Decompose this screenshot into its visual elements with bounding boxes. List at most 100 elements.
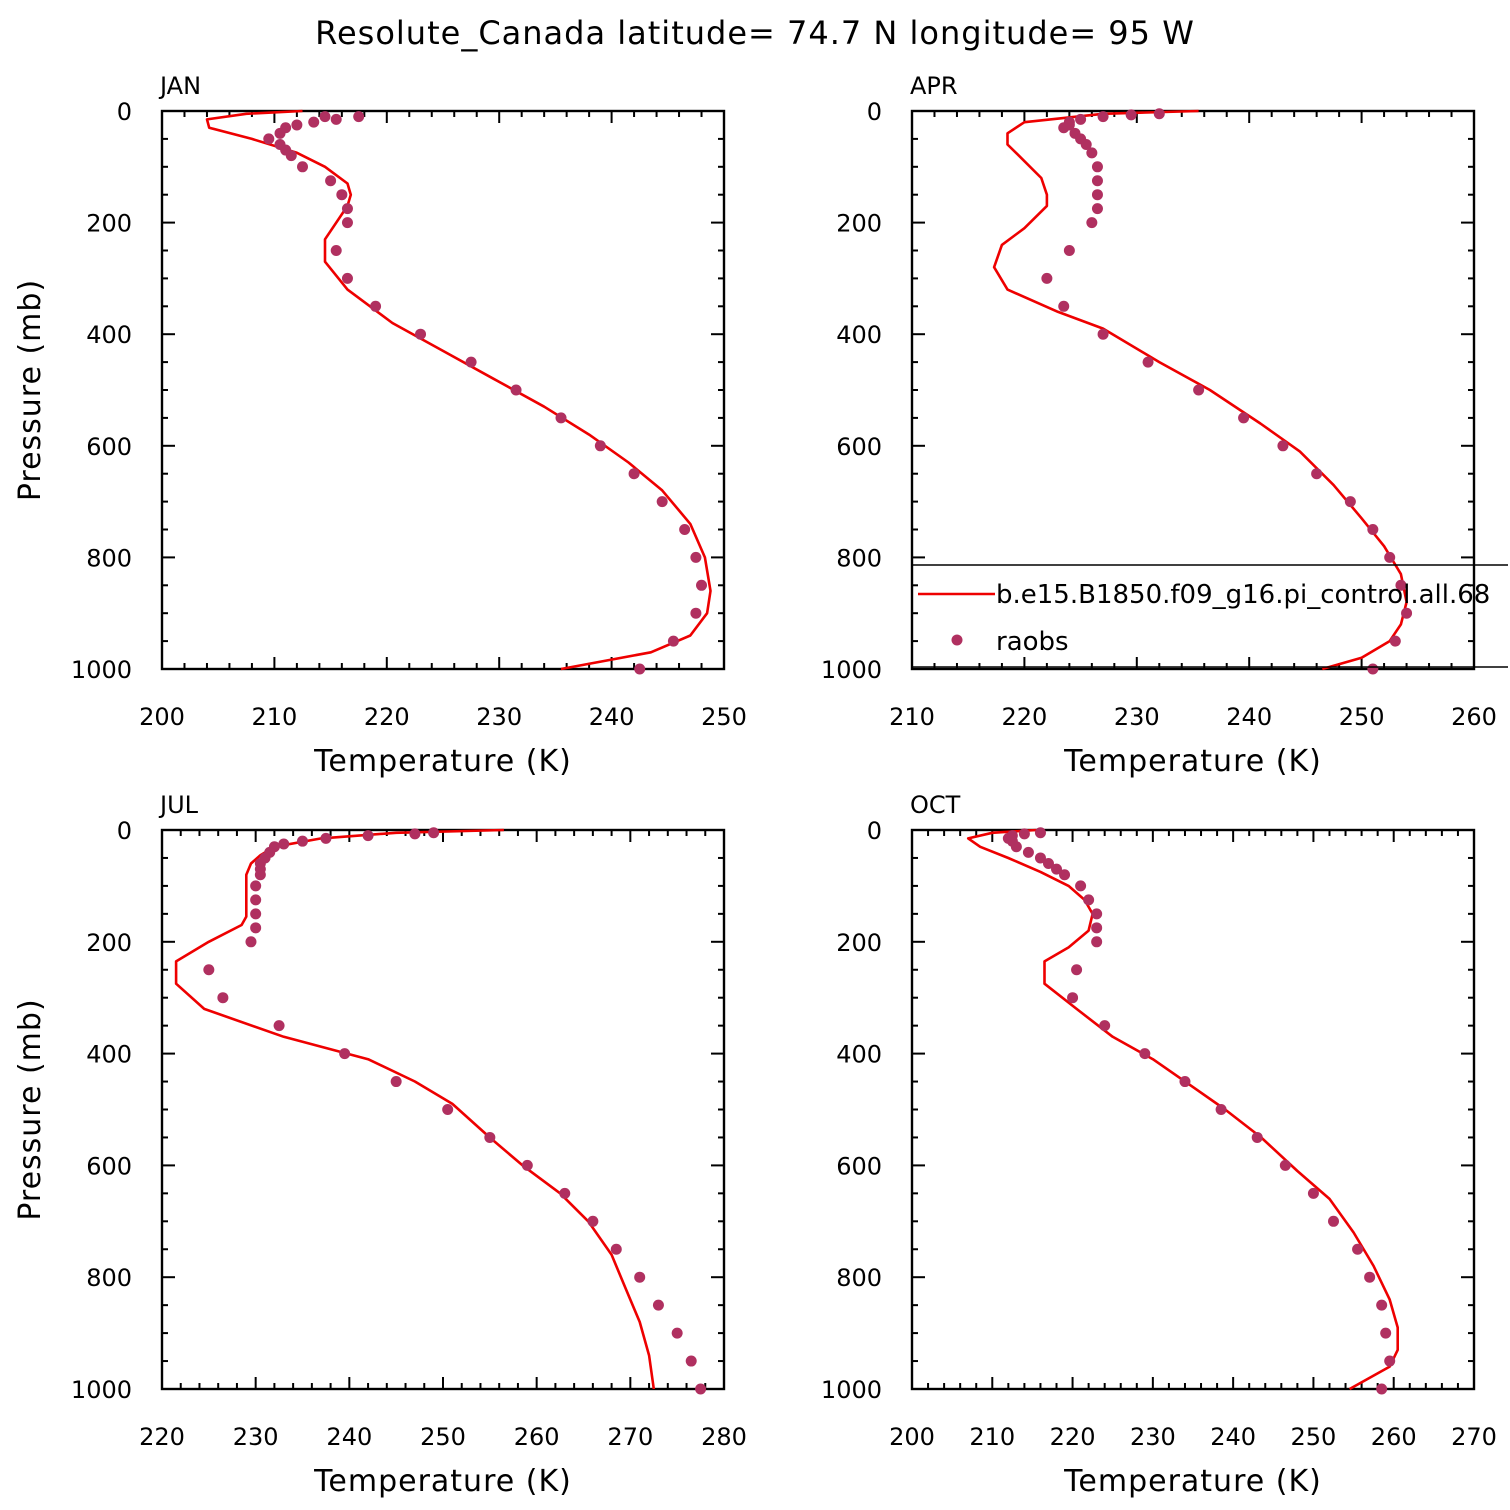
x-tick-label: 230 (1114, 703, 1160, 731)
raobs-point (1401, 607, 1413, 619)
raobs-point (1376, 1383, 1388, 1395)
raobs-point (297, 161, 308, 173)
legend-model-label: b.e15.B1850.f09_g16.pi_control.all.68 (996, 580, 1490, 610)
raobs-point (285, 150, 297, 162)
x-tick-label: 210 (969, 1423, 1015, 1451)
raobs-point (1091, 203, 1103, 215)
y-tick-label: 1000 (71, 656, 132, 684)
x-tick-label: 280 (701, 1423, 747, 1451)
model-series-line (205, 109, 712, 671)
plot-frame (910, 828, 1476, 1391)
raobs-point (339, 1048, 351, 1060)
y-tick-label: 200 (86, 210, 132, 238)
raobs-point (1307, 1187, 1319, 1199)
raobs-point (390, 1076, 402, 1088)
raobs-point (1063, 245, 1075, 256)
raobs-point (274, 127, 286, 139)
raobs-point (1010, 841, 1022, 853)
raobs-point (320, 832, 332, 844)
y-tick-label: 600 (836, 1152, 882, 1180)
raobs-point (1091, 922, 1103, 934)
raobs-point (415, 328, 427, 340)
x-tick-label: 240 (1226, 703, 1272, 731)
raobs-point (250, 880, 262, 892)
y-axis-label: Pressure (mb) (13, 998, 48, 1220)
x-tick-label: 250 (420, 1423, 466, 1451)
x-tick-label: 260 (1371, 1423, 1417, 1451)
raobs-point (1067, 992, 1079, 1004)
raobs-point (1022, 846, 1034, 858)
y-tick-label: 1000 (821, 1376, 882, 1404)
raobs-point (685, 1355, 697, 1367)
raobs-point (1328, 1215, 1339, 1227)
y-tick-label: 600 (836, 433, 882, 461)
raobs-point (341, 203, 353, 215)
raobs-point (696, 579, 708, 591)
raobs-point (250, 922, 262, 934)
raobs-point (245, 936, 257, 948)
raobs-point (341, 272, 353, 284)
figure-title: Resolute_Canada latitude= 74.7 N longitu… (315, 14, 1195, 52)
x-tick-label: 240 (326, 1423, 372, 1451)
raobs-point (1215, 1104, 1227, 1115)
plot-frame (160, 109, 726, 671)
raobs-point (1153, 108, 1165, 120)
legend: b.e15.B1850.f09_g16.pi_control.all.68rao… (912, 564, 1508, 668)
panel-title: OCT (910, 791, 961, 819)
x-tick-label: 250 (1339, 703, 1385, 731)
raobs-point (521, 1159, 533, 1171)
raobs-point (1193, 384, 1205, 396)
raobs-point (1367, 524, 1379, 535)
raobs-point (1384, 1355, 1396, 1367)
raobs-point (250, 894, 262, 906)
raobs-point (1018, 828, 1030, 840)
raobs-point (587, 1215, 599, 1227)
raobs-point (217, 992, 229, 1004)
raobs-point (1384, 551, 1396, 563)
raobs-point (1034, 852, 1046, 864)
x-tick-label: 220 (139, 1423, 185, 1451)
raobs-point (465, 356, 477, 368)
raobs-point (308, 116, 320, 128)
x-axis-label: Temperature (K) (313, 1464, 572, 1499)
raobs-point (1071, 964, 1083, 976)
raobs-point (1367, 663, 1379, 675)
panel-title: JUL (158, 791, 199, 819)
x-axis-label: Temperature (K) (1063, 1464, 1322, 1499)
raobs-point (1311, 468, 1323, 480)
x-tick-label: 200 (139, 703, 185, 731)
raobs-point (325, 175, 337, 187)
x-tick-label: 230 (233, 1423, 279, 1451)
raobs-point (1091, 936, 1103, 948)
raobs-point (1139, 1048, 1151, 1060)
x-tick-label: 260 (1451, 703, 1497, 731)
raobs-point (1086, 217, 1098, 229)
y-tick-label: 400 (836, 321, 882, 349)
raobs-point (362, 830, 374, 842)
y-axis-label: Pressure (mb) (13, 279, 48, 501)
x-tick-label: 240 (589, 703, 635, 731)
raobs-point (1279, 1159, 1291, 1171)
x-tick-label: 220 (1050, 1423, 1096, 1451)
y-tick-label: 200 (836, 210, 882, 238)
raobs-point (336, 189, 348, 201)
raobs-point (291, 119, 303, 131)
raobs-point (1041, 272, 1053, 284)
raobs-point (1380, 1327, 1392, 1339)
y-tick-label: 800 (86, 1264, 132, 1292)
x-tick-label: 270 (1451, 1423, 1497, 1451)
raobs-point (610, 1243, 622, 1255)
x-tick-label: 270 (607, 1423, 653, 1451)
y-tick-label: 800 (836, 544, 882, 572)
y-tick-label: 0 (867, 98, 882, 126)
raobs-point (1091, 189, 1103, 201)
raobs-point (273, 1020, 285, 1032)
panel-title: JAN (158, 72, 201, 100)
raobs-point (1097, 111, 1109, 123)
x-tick-label: 210 (889, 703, 935, 731)
raobs-point (634, 663, 646, 675)
raobs-point (341, 217, 353, 229)
raobs-point (1179, 1076, 1191, 1088)
raobs-point (555, 412, 567, 424)
raobs-point (203, 964, 215, 976)
